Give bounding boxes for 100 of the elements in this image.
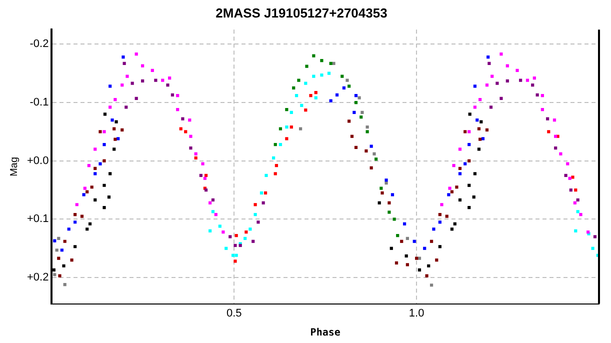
point — [473, 106, 477, 109]
point — [305, 64, 308, 68]
point — [103, 112, 107, 116]
point — [116, 137, 120, 140]
point — [352, 110, 356, 114]
point — [486, 55, 490, 59]
point — [388, 210, 391, 214]
point — [468, 184, 471, 187]
point — [53, 273, 56, 276]
point — [102, 130, 106, 134]
point — [312, 74, 316, 78]
point — [519, 78, 522, 82]
point — [298, 127, 302, 130]
point — [211, 210, 215, 214]
point — [80, 214, 84, 218]
point — [201, 162, 204, 166]
point — [88, 222, 92, 226]
point — [458, 198, 462, 202]
point — [412, 240, 416, 243]
point — [571, 176, 574, 179]
point — [384, 181, 388, 185]
point — [304, 82, 308, 85]
point — [320, 74, 324, 77]
point — [297, 78, 300, 82]
point — [222, 230, 225, 234]
point — [468, 159, 471, 162]
point — [285, 125, 288, 129]
point — [554, 146, 558, 150]
point — [576, 198, 580, 202]
point — [60, 248, 64, 252]
point — [57, 256, 60, 260]
point — [141, 64, 144, 68]
point — [208, 229, 212, 232]
point — [234, 260, 237, 263]
point — [591, 246, 594, 250]
point — [314, 96, 318, 100]
point — [108, 106, 112, 109]
point — [254, 203, 257, 206]
point — [360, 116, 363, 119]
y-tick-label: -0.1 — [30, 96, 49, 109]
point — [274, 164, 278, 168]
point — [458, 148, 462, 151]
point — [500, 52, 503, 56]
point — [134, 52, 138, 56]
point — [63, 282, 66, 286]
point — [390, 246, 393, 250]
point — [552, 118, 556, 122]
point — [384, 178, 388, 182]
point — [423, 246, 426, 250]
point — [564, 174, 568, 178]
point — [485, 128, 489, 132]
chart-title: 2MASS J19105127+2704353 — [216, 5, 388, 20]
point — [438, 245, 442, 248]
point — [476, 118, 479, 122]
point — [234, 234, 238, 238]
point — [490, 74, 494, 78]
point — [430, 240, 434, 243]
point — [488, 62, 491, 65]
point — [134, 96, 138, 100]
point — [126, 74, 129, 78]
point — [304, 108, 308, 112]
point — [370, 144, 373, 148]
point — [168, 76, 172, 80]
point — [506, 79, 509, 82]
point — [274, 142, 277, 146]
point — [285, 137, 288, 140]
point — [74, 245, 77, 248]
point — [468, 142, 471, 146]
point — [75, 203, 78, 206]
point — [176, 94, 180, 98]
point — [396, 234, 400, 238]
x-tick-label: 0.5 — [226, 307, 242, 320]
point — [354, 94, 358, 98]
point — [392, 218, 396, 221]
point — [415, 256, 418, 260]
point — [532, 76, 536, 80]
point — [472, 195, 476, 199]
point — [120, 128, 124, 132]
point — [285, 108, 288, 112]
point — [372, 152, 376, 156]
point — [211, 198, 215, 202]
point — [468, 206, 471, 210]
point — [252, 240, 255, 243]
point — [394, 261, 398, 265]
point — [52, 268, 56, 272]
point — [455, 186, 458, 189]
point — [450, 228, 454, 231]
point — [114, 98, 117, 102]
point — [569, 188, 572, 192]
point — [390, 193, 394, 196]
point — [150, 68, 154, 72]
point — [278, 142, 282, 146]
point — [204, 174, 208, 178]
y-axis-title: Mag — [8, 156, 20, 176]
point — [574, 229, 578, 232]
point — [400, 240, 404, 243]
point — [477, 127, 481, 130]
point — [260, 191, 264, 195]
point — [94, 172, 97, 176]
point — [122, 62, 126, 65]
